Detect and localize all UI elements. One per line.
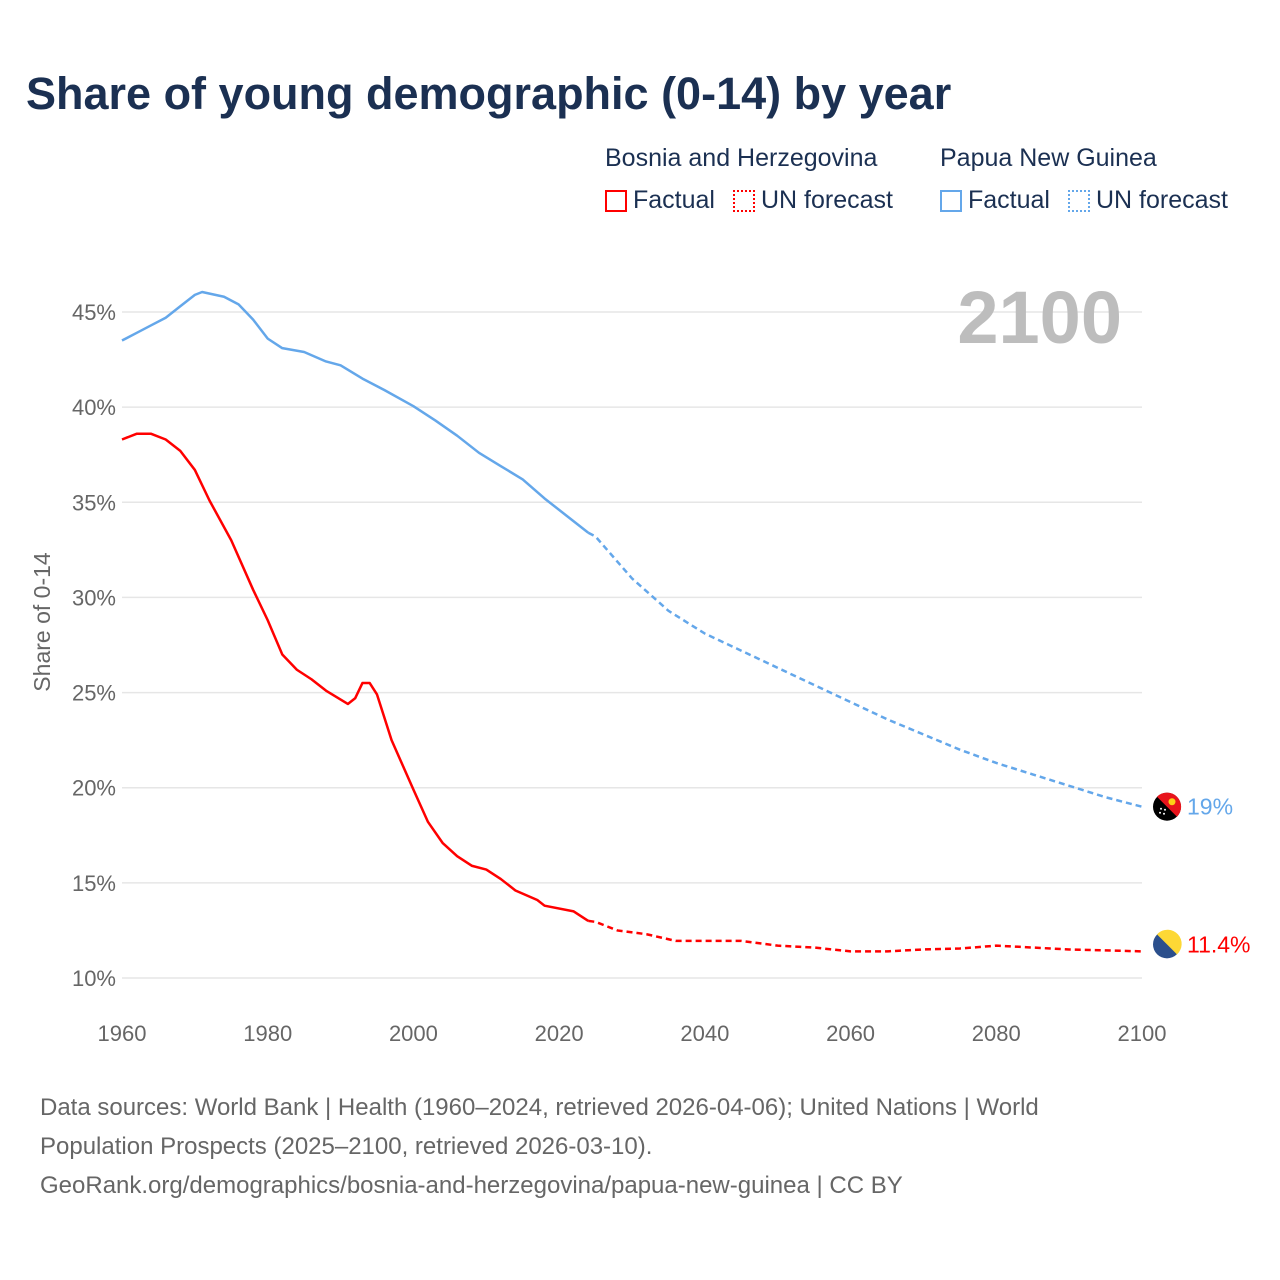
y-tick-label: 45% bbox=[72, 300, 116, 325]
legend-label: Factual bbox=[633, 186, 715, 214]
x-tick-label: 2080 bbox=[972, 1021, 1021, 1046]
y-tick-label: 20% bbox=[72, 776, 116, 801]
x-tick-label: 2060 bbox=[826, 1021, 875, 1046]
end-value-label: 19% bbox=[1187, 794, 1233, 820]
y-axis-label: Share of 0-14 bbox=[29, 552, 55, 692]
footer-sources-2: Population Prospects (2025–2100, retriev… bbox=[40, 1133, 653, 1160]
x-tick-label: 2020 bbox=[535, 1021, 584, 1046]
line-chart: 10% 15% 20% 25% 30% 35% 40% 45% 1960 1980 2000 2020… bbox=[29, 276, 1251, 1046]
x-tick-label: 2040 bbox=[680, 1021, 729, 1046]
series-line-forecast bbox=[587, 531, 1143, 808]
y-tick-label: 15% bbox=[72, 871, 116, 896]
y-tick-label: 30% bbox=[72, 585, 116, 610]
series-line-factual bbox=[121, 290, 590, 534]
end-value-label: 11.4% bbox=[1187, 931, 1251, 957]
footer: Data sources: World Bank | Health (1960–… bbox=[40, 1088, 1240, 1205]
legend-country: Bosnia and Herzegovina bbox=[605, 144, 878, 172]
legend-label: Factual bbox=[968, 186, 1050, 214]
legend-swatch-dotted bbox=[1067, 189, 1090, 212]
legend-papua: Papua New Guinea Factual UN forecast bbox=[940, 144, 1228, 215]
footer-link[interactable]: GeoRank.org/demographics/bosnia-and-herz… bbox=[40, 1172, 903, 1199]
legend-country: Papua New Guinea bbox=[940, 144, 1157, 172]
legend-label: UN forecast bbox=[760, 186, 893, 214]
y-tick-label: 35% bbox=[72, 490, 116, 515]
footer-sources-1: Data sources: World Bank | Health (1960–… bbox=[40, 1094, 1039, 1121]
series-line-factual bbox=[121, 432, 589, 922]
legend-swatch-solid bbox=[940, 189, 962, 212]
bosnia-flag-icon bbox=[1153, 929, 1182, 959]
x-tick-label: 1960 bbox=[98, 1021, 147, 1046]
chart-title: Share of young demographic (0-14) by yea… bbox=[26, 68, 952, 119]
legend-forecast[interactable]: UN forecast bbox=[732, 186, 893, 215]
legend-factual[interactable]: Factual bbox=[605, 186, 715, 215]
legend-bosnia: Bosnia and Herzegovina Factual UN foreca… bbox=[605, 144, 893, 215]
legend-swatch-dotted bbox=[732, 189, 755, 212]
legend-forecast[interactable]: UN forecast bbox=[1067, 186, 1228, 215]
papua-flag-icon bbox=[1153, 792, 1182, 821]
y-tick-label: 40% bbox=[72, 395, 116, 420]
y-tick-label: 25% bbox=[72, 681, 116, 706]
legend-factual[interactable]: Factual bbox=[940, 186, 1050, 215]
x-tick-label: 2000 bbox=[389, 1021, 438, 1046]
legend-label: UN forecast bbox=[1095, 186, 1228, 214]
y-tick-label: 10% bbox=[72, 966, 116, 991]
legend-swatch-solid bbox=[605, 189, 627, 212]
x-tick-label: 2100 bbox=[1118, 1021, 1167, 1046]
year-overlay: 2100 bbox=[957, 276, 1122, 359]
x-tick-label: 1980 bbox=[243, 1021, 292, 1046]
series-line-forecast bbox=[588, 919, 1143, 953]
